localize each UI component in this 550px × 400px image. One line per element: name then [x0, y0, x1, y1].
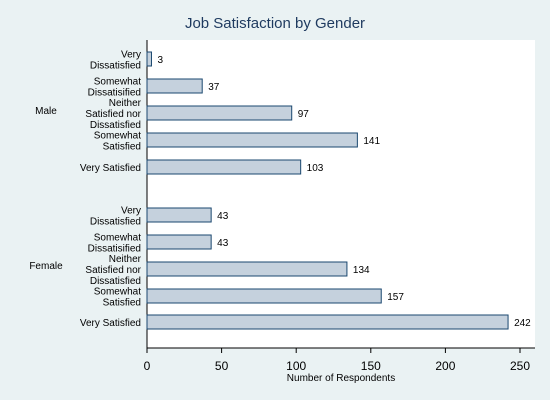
category-label: Very	[121, 50, 141, 61]
x-tick-label: 0	[144, 359, 151, 373]
x-tick-label: 200	[435, 359, 455, 373]
category-label: Dissatisified	[88, 88, 141, 99]
bar-value-label: 242	[514, 318, 531, 329]
bar-value-label: 157	[387, 292, 404, 303]
bar	[146, 51, 152, 67]
category-label: Neither	[109, 254, 142, 265]
bar	[146, 78, 203, 94]
group-label-male: Male	[35, 106, 57, 117]
x-ticks-layer: 0 50 100 150 200 250	[144, 348, 530, 373]
bar	[146, 234, 212, 250]
category-label: Satisfied	[103, 298, 141, 309]
x-tick-label: 250	[510, 359, 530, 373]
bar-value-label: 134	[353, 265, 370, 276]
category-label: Somewhat	[94, 77, 141, 88]
category-label: Somewhat	[94, 131, 141, 142]
category-label: Satisfied	[103, 142, 141, 153]
x-tick-label: 100	[286, 359, 306, 373]
category-label: Neither	[109, 98, 142, 109]
category-label: Satisfied nor	[85, 265, 141, 276]
category-label: Dissatisfied	[90, 120, 141, 131]
bar	[146, 261, 348, 277]
bar-value-label: 103	[307, 163, 324, 174]
category-label: Very	[121, 206, 141, 217]
bar-value-label: 43	[217, 238, 229, 249]
category-label: Dissatisfied	[90, 276, 141, 287]
category-label: Dissatisfied	[90, 61, 141, 72]
bar-value-label: 141	[363, 136, 380, 147]
group-label-female: Female	[29, 261, 63, 272]
x-axis-label: Number of Respondents	[287, 373, 395, 384]
category-label: Dissatisified	[88, 244, 141, 255]
bar-value-label: 3	[157, 55, 163, 66]
category-label: Somewhat	[94, 287, 141, 298]
bar-value-label: 37	[208, 82, 220, 93]
bar	[146, 159, 302, 175]
category-label: Somewhat	[94, 233, 141, 244]
bars-layer: Male3VeryDissatisfied37SomewhatDissatisi…	[29, 50, 531, 330]
category-label: Satisfied nor	[85, 109, 141, 120]
bar	[146, 132, 358, 148]
bar	[146, 207, 212, 223]
category-label: Dissatisfied	[90, 217, 141, 228]
x-tick-label: 150	[361, 359, 381, 373]
bar	[146, 314, 509, 330]
bar-value-label: 43	[217, 211, 229, 222]
bar-value-label: 97	[298, 109, 310, 120]
bar	[146, 105, 293, 121]
bar	[146, 288, 382, 304]
x-tick-label: 50	[215, 359, 229, 373]
chart-title: Job Satisfaction by Gender	[185, 15, 365, 32]
category-label: Very Satisfied	[80, 318, 141, 329]
category-label: Very Satisfied	[80, 163, 141, 174]
